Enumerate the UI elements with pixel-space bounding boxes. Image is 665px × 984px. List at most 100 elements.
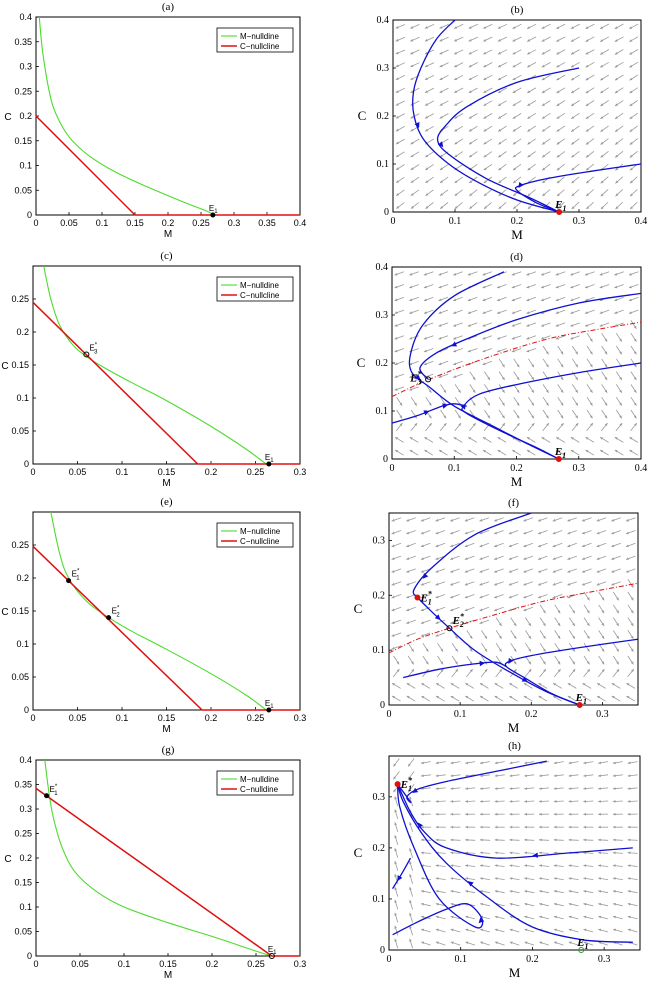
field-arrowhead (611, 531, 615, 535)
trajectory-arrowhead (478, 917, 485, 924)
field-arrowhead (619, 377, 622, 380)
x-tick-label: 0.2 (526, 954, 539, 965)
field-arrowhead (627, 800, 631, 803)
field-arrowhead (409, 887, 412, 890)
field-arrowhead (464, 531, 468, 535)
field-arrowhead (524, 877, 528, 880)
field-arrowhead (484, 635, 487, 639)
x-tick-label: 0.25 (247, 467, 265, 477)
field-arrowhead (633, 351, 637, 355)
equilibrium-label: E1 (265, 453, 274, 464)
field-arrowhead (523, 544, 527, 548)
field-arrowhead (435, 941, 439, 945)
equilibrium-label: E* 1 (72, 569, 81, 582)
field-arrowhead (502, 423, 505, 426)
field-arrowhead (409, 899, 412, 903)
y-tick-label: 0.4 (19, 755, 32, 765)
field-arrowhead (614, 90, 618, 94)
field-arrowhead (472, 423, 476, 426)
field-arrowhead (567, 531, 571, 535)
field-arrowhead (555, 285, 559, 289)
field-arrowhead (615, 180, 619, 184)
field-arrowhead (436, 683, 439, 686)
field-arrowhead (480, 902, 483, 906)
field-arrowhead (523, 518, 527, 522)
field-arrowhead (494, 544, 498, 548)
y-tick-label: 0.2 (16, 327, 29, 337)
field-arrowhead (494, 928, 498, 932)
field-arrowhead (409, 336, 413, 340)
legend-entry: M−nulldine (240, 775, 279, 784)
field-arrowhead (395, 437, 399, 440)
field-arrowhead (494, 812, 498, 816)
field-arrowhead (614, 52, 618, 55)
field-arrowhead (589, 364, 593, 368)
field-arrowhead (509, 696, 513, 699)
field-arrowhead (568, 774, 572, 778)
field-arrowhead (587, 669, 590, 672)
field-arrowhead (538, 595, 541, 599)
x-tick-label: 0.05 (60, 218, 78, 228)
field-arrowhead (392, 696, 396, 699)
field-arrowhead (543, 661, 546, 665)
field-arrowhead (450, 800, 454, 803)
trajectory-arrowhead (397, 875, 403, 882)
field-arrowhead (479, 595, 483, 599)
field-arrowhead (541, 324, 544, 327)
field-arrowhead (409, 375, 413, 378)
field-arrowhead (527, 90, 531, 93)
trajectory-arrowhead (414, 374, 421, 380)
field-arrowhead (572, 648, 575, 652)
field-arrowhead (453, 349, 457, 353)
field-arrowhead (539, 838, 542, 842)
field-arrowhead (583, 774, 587, 778)
field-arrowhead (583, 800, 587, 803)
y-tick-label: 0.2 (16, 573, 29, 583)
field-arrowhead (539, 902, 543, 906)
field-arrowhead (480, 812, 483, 816)
field-arrowhead (393, 776, 397, 780)
field-arrowhead (443, 415, 446, 419)
field-arrowhead (571, 64, 574, 68)
field-arrowhead (435, 570, 439, 573)
y-tick-label: 0.35 (14, 37, 32, 47)
field-arrowhead (612, 774, 616, 778)
field-arrowhead (614, 298, 618, 302)
field-arrowhead (479, 570, 483, 573)
field-arrowhead (396, 154, 399, 157)
field-arrowhead (439, 154, 443, 158)
field-arrowhead (509, 941, 513, 945)
field-arrowhead (612, 787, 616, 790)
field-arrowhead (395, 103, 399, 106)
field-arrowhead (611, 557, 615, 560)
field-arrowhead (439, 103, 443, 106)
field-arrowhead (450, 812, 454, 816)
y-tick-label: 0.2 (19, 111, 32, 121)
field-arrowhead (600, 90, 604, 94)
field-arrowhead (468, 26, 472, 29)
field-arrowhead (450, 518, 454, 522)
field-arrowhead (629, 90, 633, 94)
field-arrowhead (512, 154, 516, 158)
field-arrowhead (480, 774, 483, 778)
field-arrowhead (589, 377, 593, 380)
field-arrowhead (539, 774, 542, 778)
field-arrowhead (633, 389, 637, 393)
field-arrowhead (406, 608, 410, 612)
y-tick-label: 0 (380, 945, 385, 956)
vector-field (393, 758, 638, 949)
field-arrowhead (438, 375, 442, 378)
field-arrowhead (598, 877, 601, 880)
field-arrowhead (509, 825, 513, 829)
field-arrowhead (498, 180, 502, 184)
field-arrowhead (604, 423, 608, 426)
field-arrowhead (450, 696, 454, 699)
field-arrowhead (575, 364, 578, 368)
x-tick-label: 0.1 (118, 959, 131, 969)
field-arrowhead (464, 608, 468, 612)
field-arrowhead (526, 311, 530, 314)
field-arrowhead (613, 915, 616, 919)
field-arrowhead (435, 774, 439, 778)
field-arrowhead (453, 324, 457, 327)
